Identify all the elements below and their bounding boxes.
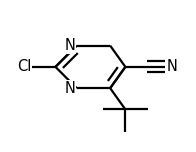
Text: N: N [166,59,177,74]
Text: N: N [64,81,75,96]
Text: N: N [64,38,75,53]
Text: Cl: Cl [17,59,31,74]
